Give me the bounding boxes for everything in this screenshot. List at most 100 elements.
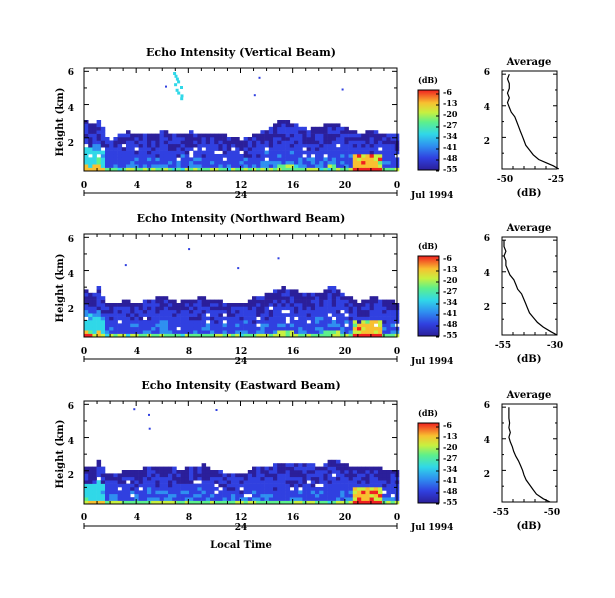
heatmap-cell	[226, 143, 232, 148]
heatmap-cell	[109, 483, 114, 488]
heatmap-cell	[172, 490, 177, 495]
heatmap-cell	[96, 299, 102, 304]
heatmap-cell	[88, 487, 93, 491]
heatmap-cell	[175, 77, 179, 81]
heatmap-cell	[336, 140, 341, 145]
heatmap-cell	[386, 150, 391, 155]
heatmap-cell	[365, 470, 370, 474]
heatmap-cell	[344, 316, 349, 321]
heatmap-cell	[222, 306, 228, 311]
heatmap-cell	[214, 306, 219, 311]
heatmap-cell	[210, 490, 215, 495]
heatmap-cell	[310, 160, 316, 165]
y-tick-label: 4	[68, 437, 74, 447]
heatmap-cell	[315, 303, 320, 307]
heatmap-cell	[247, 500, 253, 505]
heatmap-cell	[273, 316, 278, 321]
heatmap-cell	[84, 137, 89, 141]
heatmap-cell	[134, 154, 139, 158]
heatmap-cell	[306, 143, 312, 148]
heatmap-cell	[336, 459, 341, 464]
heatmap-cell	[361, 157, 366, 162]
heatmap-cell	[252, 150, 257, 155]
heatmap-cell	[243, 167, 249, 172]
heatmap-cell	[273, 466, 278, 471]
heatmap-cell	[151, 150, 156, 155]
heatmap-cell	[336, 150, 341, 155]
heatmap-cell	[361, 333, 366, 338]
heatmap-cell	[247, 483, 253, 488]
heatmap-cell	[352, 480, 358, 484]
heatmap-cell	[310, 130, 316, 134]
heatmap-cell	[252, 157, 257, 162]
heatmap-cell	[285, 487, 291, 491]
heatmap-cell	[88, 480, 93, 484]
heatmap-cell	[176, 497, 181, 501]
heatmap-cell	[390, 137, 396, 141]
heatmap-cell	[147, 470, 152, 474]
heatmap-cell	[319, 306, 324, 311]
heatmap-cell	[319, 296, 324, 300]
heatmap-cell	[361, 466, 366, 471]
date-mark: 24	[235, 357, 248, 367]
heatmap-cell	[151, 466, 156, 471]
heatmap-cell	[390, 497, 396, 501]
heatmap-cell	[310, 497, 316, 501]
heatmap-cell	[340, 164, 345, 168]
heatmap-cell	[357, 333, 362, 338]
heatmap-cell	[105, 480, 110, 484]
heatmap-cell	[168, 154, 173, 158]
heatmap-cell	[100, 313, 106, 317]
heatmap-cell	[378, 487, 383, 491]
heatmap-cell	[126, 160, 131, 165]
heatmap-cell	[147, 160, 152, 165]
heatmap-cell	[298, 296, 303, 300]
heatmap-cell	[323, 480, 328, 484]
heatmap-cell	[357, 320, 362, 324]
heatmap-cell	[126, 320, 131, 324]
heatmap-cell	[159, 497, 165, 501]
heatmap-cell	[100, 323, 106, 328]
heatmap-cell	[306, 333, 312, 338]
heatmap-cell	[365, 476, 370, 481]
heatmap-cell	[390, 154, 396, 158]
heatmap-cell	[100, 320, 106, 324]
heatmap-cell	[373, 473, 379, 478]
heatmap-cell	[92, 306, 97, 311]
heatmap-cell	[193, 140, 198, 145]
heatmap-cell	[100, 303, 106, 307]
heatmap-cell	[323, 164, 328, 168]
heatmap-cell	[142, 157, 148, 162]
heatmap-cell	[306, 483, 312, 488]
heatmap-cell	[92, 500, 97, 505]
heatmap-cell	[285, 296, 291, 300]
heatmap-cell	[365, 130, 370, 134]
heatmap-cell	[323, 299, 328, 304]
heatmap-cell	[231, 333, 236, 338]
heatmap-cell	[243, 316, 249, 321]
heatmap-cell	[126, 470, 131, 474]
heatmap-cell	[138, 154, 144, 158]
heatmap-cell	[155, 326, 160, 331]
heatmap-cell	[348, 500, 354, 505]
heatmap-cell	[222, 160, 228, 165]
heatmap-cell	[172, 167, 177, 172]
heatmap-cell	[84, 473, 89, 478]
heatmap-cell	[142, 167, 148, 172]
heatmap-cell	[294, 306, 299, 311]
heatmap-cell	[373, 309, 379, 314]
heatmap-cell	[323, 466, 328, 471]
heatmap-cell	[117, 303, 123, 307]
heatmap-cell	[147, 299, 152, 304]
heatmap-cell	[281, 143, 286, 148]
heatmap-cell	[348, 299, 354, 304]
heatmap-cell	[294, 164, 299, 168]
heatmap-cell	[268, 470, 274, 474]
heatmap-cell	[176, 333, 181, 338]
heatmap-cell	[168, 470, 173, 474]
heatmap-cell	[201, 483, 207, 488]
heatmap-cell	[348, 466, 354, 471]
heatmap-cell	[243, 140, 249, 145]
heatmap-cell	[214, 497, 219, 501]
heatmap-cell	[348, 326, 354, 331]
